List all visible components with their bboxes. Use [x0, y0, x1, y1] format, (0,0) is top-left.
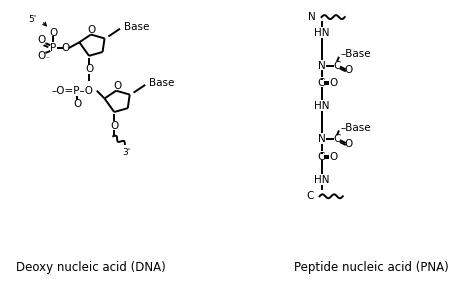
Text: Base: Base — [124, 22, 149, 32]
Text: 3': 3' — [122, 148, 130, 157]
Text: –O=P–O: –O=P–O — [52, 86, 93, 96]
Text: O: O — [88, 25, 96, 35]
Text: C: C — [318, 152, 325, 162]
Text: O: O — [49, 28, 57, 38]
Text: N: N — [308, 12, 316, 22]
Text: O: O — [345, 139, 353, 149]
Text: Deoxy nucleic acid (DNA): Deoxy nucleic acid (DNA) — [16, 261, 166, 274]
Text: O: O — [113, 81, 121, 91]
Text: C: C — [318, 78, 325, 88]
Text: 5': 5' — [28, 15, 36, 24]
Text: C: C — [333, 134, 341, 144]
Text: C: C — [333, 61, 341, 71]
Text: O: O — [329, 78, 337, 88]
Text: N: N — [318, 61, 325, 71]
Text: HN: HN — [314, 28, 329, 38]
Text: O: O — [110, 121, 118, 131]
Text: O: O — [37, 35, 46, 45]
Text: –Base: –Base — [341, 49, 372, 59]
Text: O: O — [85, 64, 93, 74]
Text: O: O — [345, 65, 353, 75]
Text: ⁻: ⁻ — [46, 54, 49, 63]
Text: –Base: –Base — [341, 123, 372, 133]
Text: HN: HN — [314, 101, 329, 111]
Text: O: O — [62, 43, 70, 53]
Text: N: N — [318, 134, 325, 144]
Text: HN: HN — [314, 175, 329, 185]
Text: O: O — [37, 51, 46, 61]
Text: Peptide nucleic acid (PNA): Peptide nucleic acid (PNA) — [294, 261, 449, 274]
Text: O: O — [73, 99, 82, 109]
Text: O: O — [329, 152, 337, 162]
Text: Base: Base — [149, 78, 174, 88]
Text: C: C — [306, 191, 314, 201]
Text: P: P — [50, 43, 56, 53]
